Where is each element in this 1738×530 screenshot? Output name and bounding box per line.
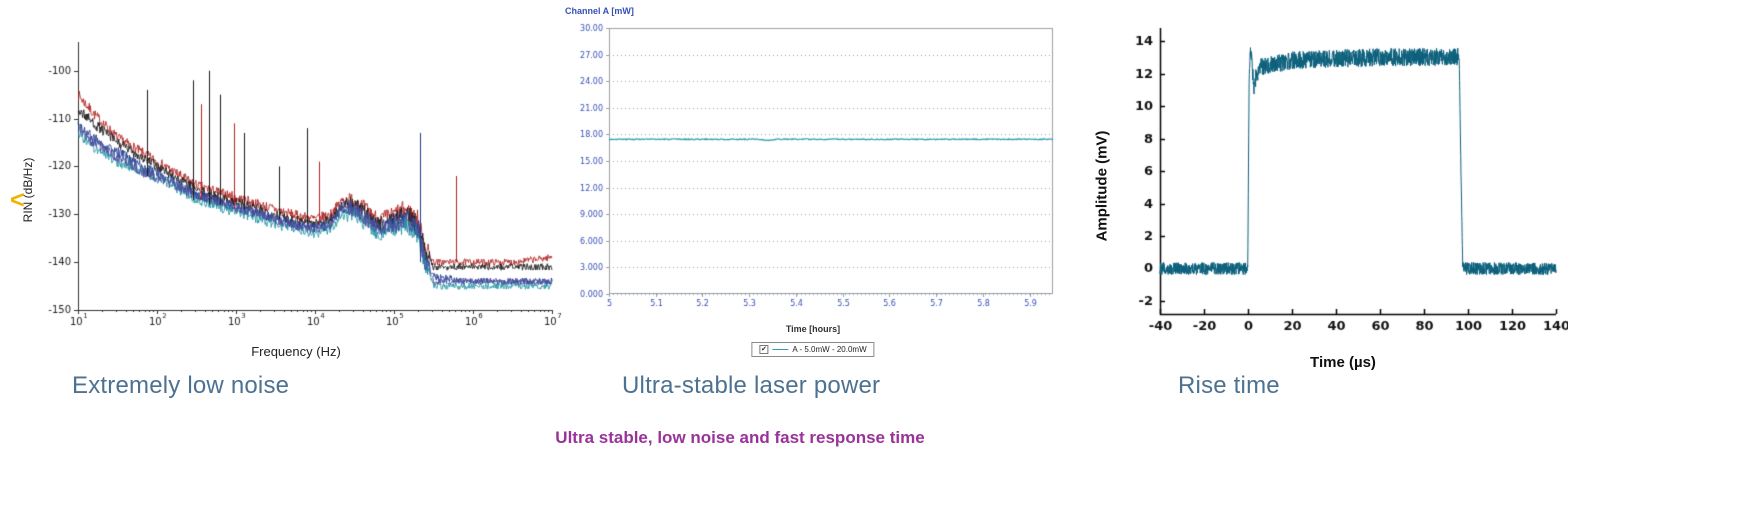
rin-chart-figure: RIN (dB/Hz) Frequency (Hz) (12, 30, 572, 370)
carousel-prev-icon[interactable]: < (10, 186, 25, 214)
risetime-chart-ylabel: Amplitude (mV) (1093, 130, 1111, 242)
caption-stable-power: Ultra-stable laser power (622, 372, 881, 399)
caption-low-noise: Extremely low noise (72, 372, 290, 399)
legend-checkbox-icon: ✔ (759, 345, 769, 354)
risetime-chart-xlabel: Time (µs) (1310, 354, 1376, 371)
power-chart-figure: Channel A [mW] Time [hours] ✔ A - 5.0mW … (563, 6, 1063, 376)
legend-label: A - 5.0mW - 20.0mW (792, 345, 867, 354)
tagline: Ultra stable, low noise and fast respons… (555, 428, 925, 447)
risetime-chart-canvas (1118, 18, 1568, 350)
power-chart-title: Channel A [mW] (565, 6, 634, 16)
power-chart-xlabel: Time [hours] (785, 324, 841, 334)
rin-chart-canvas (26, 34, 566, 340)
power-chart-legend: ✔ A - 5.0mW - 20.0mW (751, 342, 875, 357)
caption-rise-time: Rise time (1178, 372, 1280, 399)
rin-chart-xlabel: Frequency (Hz) (251, 344, 341, 359)
power-chart-canvas (563, 22, 1063, 320)
risetime-chart-figure: Amplitude (mV) Time (µs) (1088, 16, 1573, 386)
legend-line-sample (772, 349, 789, 350)
